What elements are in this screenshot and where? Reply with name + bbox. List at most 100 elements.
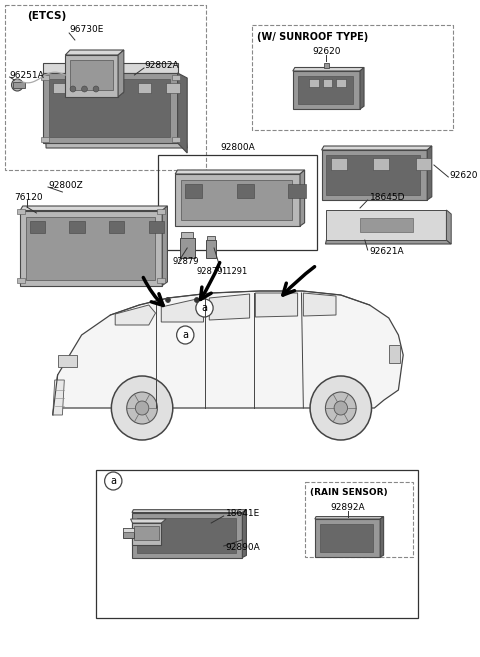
Bar (206, 240, 216, 258)
Text: 92802A: 92802A (144, 60, 179, 70)
Circle shape (111, 376, 173, 440)
Bar (17, 208, 25, 214)
Bar (158, 155, 317, 250)
Circle shape (196, 299, 213, 317)
Bar (166, 83, 180, 93)
Bar (389, 345, 400, 363)
Bar (49, 79, 170, 137)
Bar (58, 355, 77, 367)
Polygon shape (65, 50, 124, 55)
Bar (320, 524, 373, 552)
Text: 92620: 92620 (312, 47, 341, 57)
Text: 11291: 11291 (221, 267, 247, 277)
Polygon shape (178, 73, 187, 153)
Text: 92620: 92620 (449, 171, 478, 179)
Polygon shape (175, 174, 300, 226)
Circle shape (12, 79, 23, 91)
Bar (326, 155, 420, 195)
Polygon shape (209, 294, 250, 320)
Text: a: a (202, 303, 207, 313)
Polygon shape (322, 146, 432, 150)
Polygon shape (43, 73, 187, 148)
Bar (96, 470, 418, 618)
Bar (373, 158, 389, 170)
Circle shape (194, 298, 199, 302)
Circle shape (166, 298, 170, 302)
Polygon shape (132, 510, 246, 512)
Circle shape (334, 401, 348, 415)
Bar (309, 79, 319, 87)
Polygon shape (255, 293, 298, 317)
Circle shape (135, 401, 149, 415)
Polygon shape (53, 380, 64, 415)
Bar (157, 277, 165, 283)
Polygon shape (131, 519, 166, 523)
Polygon shape (43, 73, 178, 143)
Bar (137, 518, 236, 553)
Circle shape (310, 376, 372, 440)
Bar (172, 137, 180, 142)
Text: 92621A: 92621A (370, 248, 404, 256)
Polygon shape (427, 146, 432, 200)
Polygon shape (118, 50, 124, 97)
Bar (123, 528, 134, 538)
Polygon shape (20, 210, 162, 286)
Bar (323, 79, 332, 87)
Polygon shape (360, 68, 364, 109)
Bar (5, 5, 206, 170)
Polygon shape (326, 210, 446, 240)
Circle shape (105, 472, 122, 490)
Polygon shape (115, 305, 156, 325)
Polygon shape (161, 298, 204, 322)
Text: 92892A: 92892A (330, 503, 365, 512)
Bar (237, 184, 254, 198)
Polygon shape (242, 510, 246, 558)
Bar (207, 236, 215, 240)
Bar (41, 137, 49, 142)
Bar (41, 75, 49, 80)
Bar (53, 83, 66, 93)
Polygon shape (315, 519, 380, 557)
Text: 96730E: 96730E (69, 26, 104, 35)
Polygon shape (315, 516, 384, 519)
Bar (288, 184, 306, 198)
Bar (132, 523, 161, 545)
Bar (26, 217, 155, 279)
Bar (305, 482, 413, 557)
Bar (13, 82, 25, 88)
Polygon shape (162, 206, 168, 286)
Polygon shape (446, 210, 451, 244)
Bar (70, 60, 113, 90)
Bar (109, 83, 123, 93)
Bar (181, 180, 292, 220)
Bar (324, 62, 329, 68)
Bar (172, 75, 180, 80)
Text: 92800A: 92800A (220, 143, 255, 152)
Polygon shape (43, 63, 178, 73)
Circle shape (82, 86, 87, 92)
Polygon shape (175, 170, 305, 174)
Polygon shape (353, 212, 386, 216)
Bar (416, 158, 431, 170)
Bar (81, 83, 95, 93)
Polygon shape (293, 71, 360, 109)
Bar (109, 221, 124, 233)
Circle shape (93, 86, 99, 92)
Polygon shape (380, 516, 384, 557)
Bar (138, 83, 151, 93)
Bar (30, 221, 45, 233)
Bar (331, 158, 347, 170)
Text: 96251A: 96251A (10, 70, 44, 79)
Circle shape (70, 86, 76, 92)
Text: 92800Z: 92800Z (48, 181, 83, 189)
Text: 76120: 76120 (14, 194, 43, 202)
Bar (149, 221, 164, 233)
Text: a: a (182, 330, 188, 340)
Polygon shape (65, 55, 118, 97)
Bar (17, 277, 25, 283)
Polygon shape (132, 512, 242, 558)
Text: 92879: 92879 (173, 258, 199, 267)
Bar (336, 79, 346, 87)
Bar (360, 218, 413, 232)
Text: 18645D: 18645D (370, 194, 405, 202)
